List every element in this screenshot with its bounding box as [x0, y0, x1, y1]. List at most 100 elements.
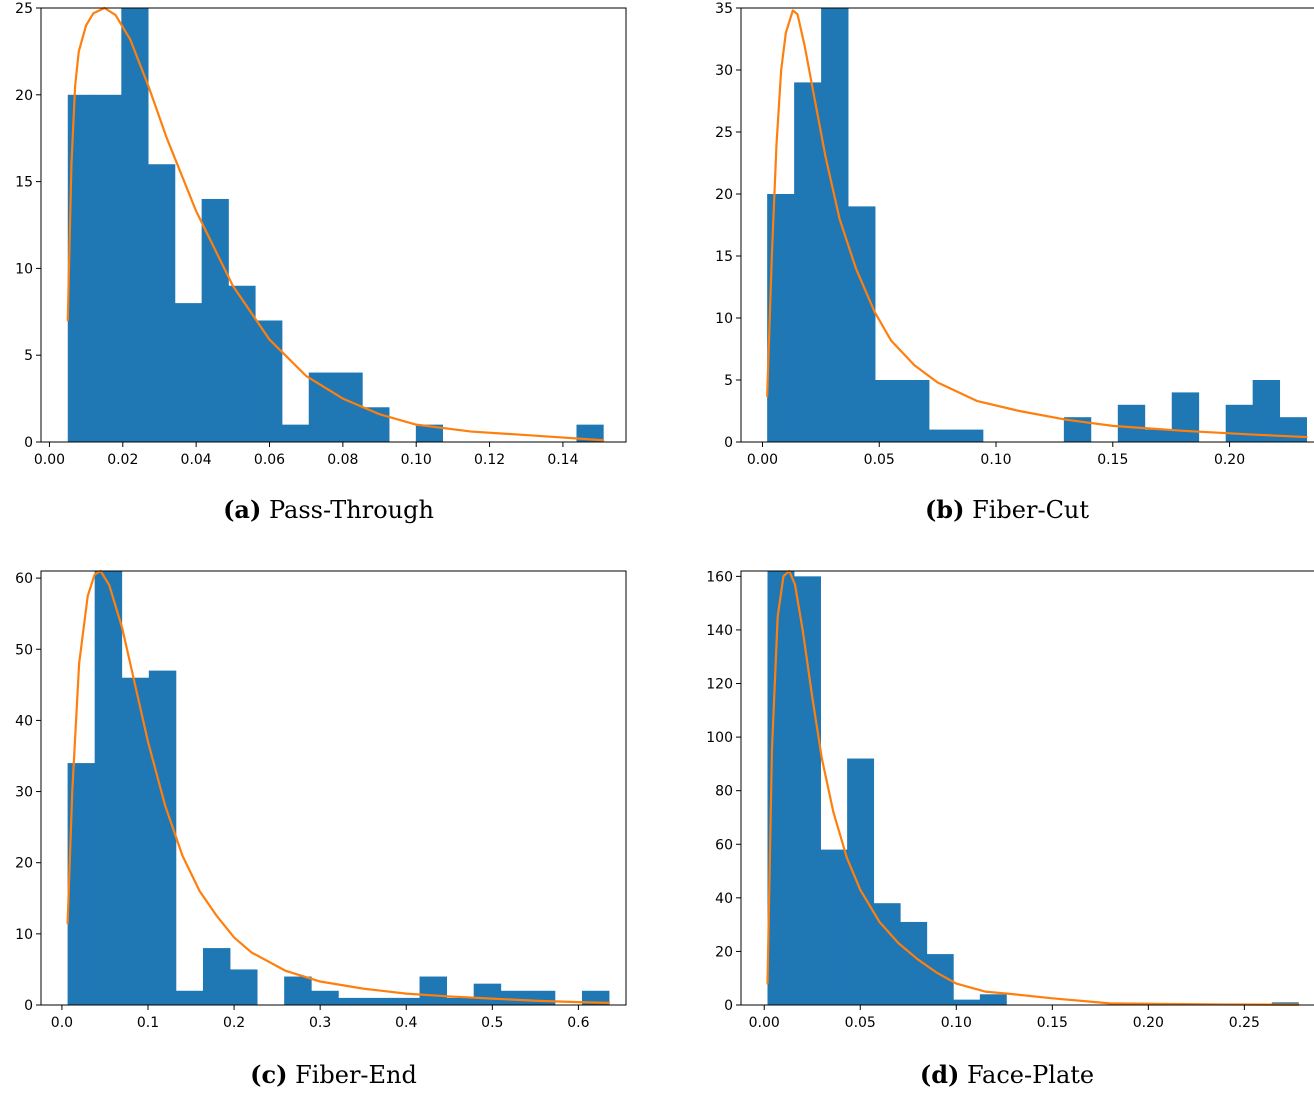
y-tick-label: 60: [15, 571, 33, 587]
histogram-bar: [148, 670, 177, 1005]
histogram-bar: [230, 969, 258, 1005]
density-curve: [766, 9, 1308, 439]
y-tick-label: 15: [715, 249, 733, 265]
histogram-bar: [121, 8, 149, 442]
panel-fiber-cut: 0.00 0.05 0.10 0.15 0.20 0 5 10 15 20 25 30 35 (b) F…: [657, 0, 1314, 547]
histogram-bar: [848, 206, 876, 442]
histogram-bar: [1252, 380, 1281, 442]
y-tick-label: 30: [715, 63, 733, 79]
x-tick-label: 0.2: [223, 1015, 245, 1031]
x-tick-label: 0.14: [547, 452, 578, 468]
density-curve: [766, 569, 1300, 1006]
y-tick-label: 120: [706, 677, 733, 693]
histogram-bar: [174, 303, 203, 442]
x-tick-label: 0.08: [327, 452, 358, 468]
histogram-bar: [201, 198, 229, 442]
x-tick-label: 0.06: [254, 452, 285, 468]
histogram-bar: [338, 997, 366, 1005]
y-tick-label: 80: [715, 784, 733, 800]
histogram-bar: [821, 8, 849, 442]
histogram-bar: [202, 948, 231, 1005]
y-tick-label: 60: [715, 837, 733, 853]
histogram-bar: [94, 94, 122, 443]
x-tick-label: 0.15: [1037, 1015, 1068, 1031]
x-tick-label: 0.04: [181, 452, 212, 468]
caption-text: Fiber-End: [295, 1061, 417, 1089]
plot-frame: [40, 7, 627, 443]
y-tick-label: 20: [15, 88, 33, 104]
caption-text: Face-Plate: [967, 1061, 1095, 1089]
y-tick-label: 5: [24, 348, 33, 364]
histogram-bar: [415, 424, 444, 442]
x-tick-label: 0.1: [137, 1015, 159, 1031]
y-tick-label: 20: [715, 187, 733, 203]
x-tick-label: 0.3: [309, 1015, 331, 1031]
x-tick-label: 0.5: [481, 1015, 503, 1031]
plot-frame: [740, 7, 1314, 443]
y-tick-label: 40: [715, 891, 733, 907]
x-tick-label: 0.10: [401, 452, 432, 468]
x-tick-label: 0.10: [941, 1015, 972, 1031]
histogram-fiber-cut: 0.00 0.05 0.10 0.15 0.20 0 5 10 15 20 25 30 35: [715, 1, 1314, 468]
y-tick-label: 0: [24, 435, 33, 451]
x-tick-label: 0.20: [1133, 1015, 1164, 1031]
x-tick-label: 0.20: [1214, 452, 1245, 468]
histogram-bar: [820, 849, 848, 1005]
y-tick-label: 0: [24, 998, 33, 1014]
histogram-bar: [1117, 404, 1146, 442]
histogram-face-plate: 0.00 0.05 0.10 0.15 0.20 0.25 0 20 40 60 80 100 120 1…: [706, 569, 1314, 1031]
x-tick-label: 0.00: [747, 452, 778, 468]
histogram-bar: [1171, 392, 1200, 442]
histogram-bar: [979, 994, 1007, 1005]
y-tick-label: 25: [715, 125, 733, 141]
histogram-bar: [446, 997, 475, 1005]
x-tick-label: 0.0: [51, 1015, 73, 1031]
histogram-bar: [94, 571, 123, 1005]
panel-pass-through: 0.00 0.02 0.04 0.06 0.08 0.10 0.12 0.14 0 5 10 15 20…: [0, 0, 657, 547]
x-tick-label: 0.6: [567, 1015, 589, 1031]
histogram-bar: [148, 164, 176, 443]
histogram-bar: [255, 320, 283, 442]
caption-letter: (a): [223, 495, 262, 524]
caption-letter: (b): [924, 495, 965, 524]
y-tick-label: 20: [15, 856, 33, 872]
x-tick-label: 0.25: [1229, 1015, 1260, 1031]
histogram-bar: [1144, 429, 1173, 442]
y-tick-label: 10: [715, 311, 733, 327]
y-tick-label: 140: [706, 623, 733, 639]
histogram-bar: [576, 424, 604, 442]
histogram-bar: [767, 194, 795, 442]
caption-fiber-end: (c) Fiber-End: [0, 1060, 667, 1089]
caption-face-plate: (d) Face-Plate: [657, 1060, 1314, 1089]
histogram-bar: [875, 380, 903, 442]
y-tick-label: 160: [706, 569, 733, 585]
density-curve: [66, 6, 605, 442]
histogram-bar: [284, 976, 312, 1005]
y-tick-label: 0: [724, 435, 733, 451]
histogram-bar: [473, 983, 502, 1005]
panel-fiber-end: 0.0 0.1 0.2 0.3 0.4 0.5 0.6 0 10 20 30 40 50 60 (c) F…: [0, 547, 657, 1094]
histogram-bar: [365, 997, 393, 1005]
histogram-bar: [121, 677, 150, 1005]
histogram-pass-through: 0.00 0.02 0.04 0.06 0.08 0.10 0.12 0.14 0 5 10 15 20…: [15, 1, 627, 468]
histogram-bar: [847, 758, 875, 1005]
histogram-bar: [308, 372, 336, 442]
histogram-bar: [419, 976, 448, 1005]
x-tick-label: 0.02: [107, 452, 138, 468]
x-tick-label: 0.00: [34, 452, 65, 468]
histogram-bar: [1279, 417, 1308, 442]
y-tick-label: 10: [15, 261, 33, 277]
histogram-bar: [902, 380, 930, 442]
histogram-bar: [175, 990, 204, 1005]
histogram-bar: [311, 990, 339, 1005]
y-tick-label: 25: [15, 1, 33, 17]
x-tick-label: 0.12: [474, 452, 505, 468]
y-tick-label: 0: [724, 998, 733, 1014]
plot-frame: [40, 570, 627, 1006]
caption-letter: (d): [919, 1060, 960, 1089]
histogram-bar: [953, 999, 981, 1005]
caption-letter: (c): [250, 1060, 288, 1089]
caption-fiber-cut: (b) Fiber-Cut: [657, 495, 1314, 524]
y-tick-label: 100: [706, 730, 733, 746]
caption-pass-through: (a) Pass-Through: [0, 495, 657, 524]
